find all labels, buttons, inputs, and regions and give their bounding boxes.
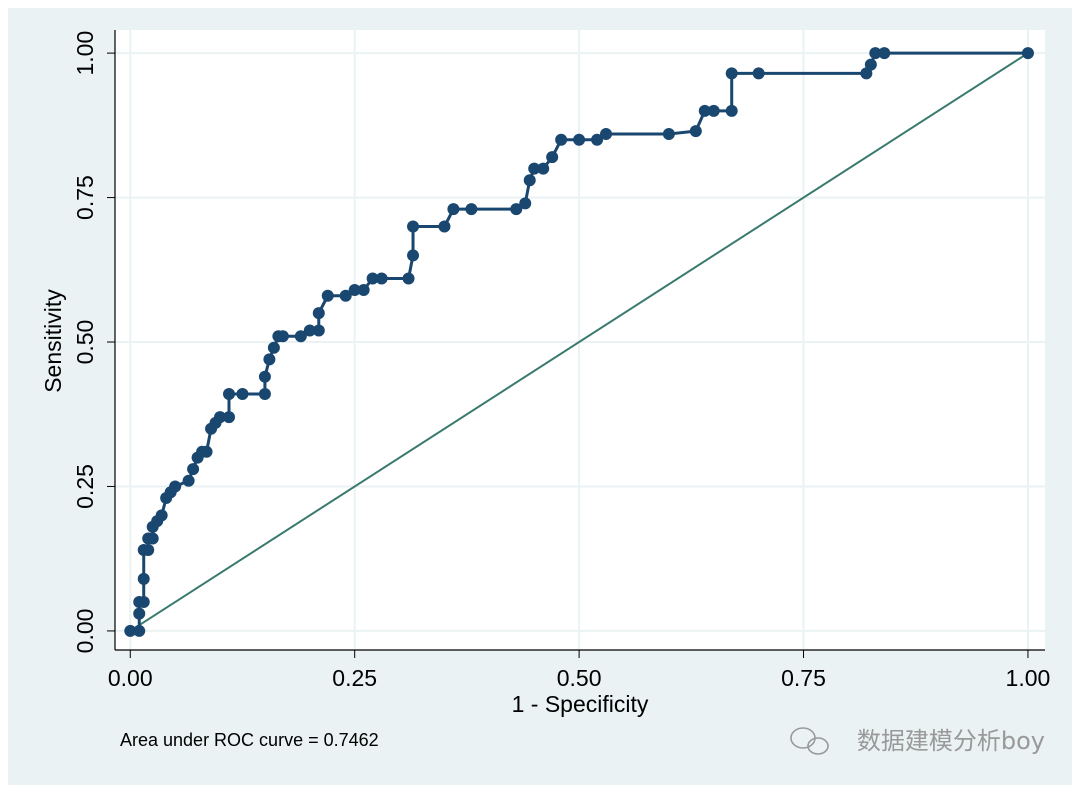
marker [573,133,586,146]
marker [864,58,877,71]
marker [752,67,765,80]
watermark: 数据建模分析boy [857,727,1045,755]
marker [169,480,182,493]
marker [707,104,720,117]
x-tick-label: 0.50 [557,665,602,691]
y-tick-label: 1.00 [72,31,98,76]
marker [600,128,613,141]
marker [124,624,137,637]
x-tick-label: 1.00 [1006,665,1051,691]
marker [267,341,280,354]
marker [689,125,702,138]
marker [236,388,249,401]
marker [519,197,532,210]
marks [124,47,1034,637]
marker [312,324,325,337]
marker [223,411,236,424]
marker [146,532,159,545]
marker [447,203,460,216]
line [129,52,1029,632]
marker [725,104,738,117]
marker [137,596,150,609]
y-axis-title: Sensitivity [40,289,66,393]
marker [187,463,200,476]
marker [142,544,155,557]
marker [294,330,307,343]
marker [698,104,711,117]
marker [133,607,146,620]
x-tick-label: 0.75 [781,665,826,691]
marker [546,151,559,164]
y-tick-label: 0.75 [72,175,98,220]
marker [402,272,415,285]
marker [263,353,276,366]
x-axis-title: 1 - Specificity [512,691,649,717]
marker [357,284,370,297]
annotation: Area under ROC curve = 0.7462 [120,730,379,750]
y-tick-label: 0.25 [72,464,98,509]
marker [407,249,420,262]
marker [555,133,568,146]
marker [321,289,334,302]
marker [465,203,478,216]
marker [366,272,379,285]
marker [591,133,604,146]
marker [438,220,451,233]
marker [407,220,420,233]
x-tick-label: 0.00 [108,665,153,691]
marker [312,307,325,320]
watermark-icon [790,727,829,755]
marker [878,47,891,60]
marker [510,203,523,216]
marker [523,174,536,187]
marker [303,324,316,337]
marker [133,624,146,637]
y-tick-label: 0.00 [72,609,98,654]
marker [214,411,227,424]
marker [223,388,236,401]
marker [375,272,388,285]
marker [662,128,675,141]
marker [200,445,213,458]
marker [276,330,289,343]
marker [1021,47,1034,60]
marker [348,284,361,297]
marker [137,572,150,585]
marker [725,67,738,80]
marker [869,47,882,60]
marker [258,370,271,383]
marker [528,162,541,175]
marker [182,474,195,487]
x-tick-label: 0.25 [332,665,377,691]
marker [258,388,271,401]
marker [155,509,168,522]
y-tick-label: 0.50 [72,320,98,365]
marker [339,289,352,302]
marker [537,162,550,175]
